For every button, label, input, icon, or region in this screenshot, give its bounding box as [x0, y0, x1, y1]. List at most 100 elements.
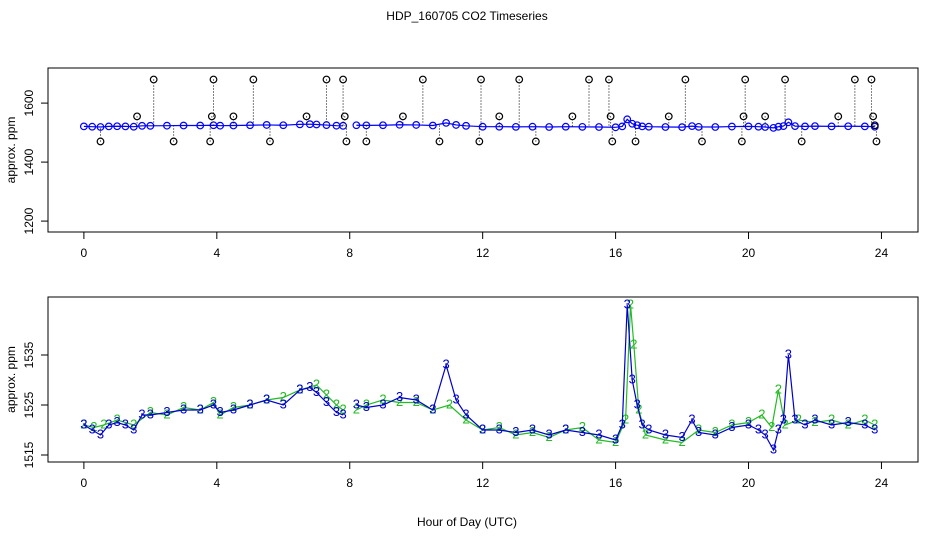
data-point [279, 121, 288, 130]
data-point [477, 75, 485, 84]
data-point: 3 [323, 394, 330, 409]
data-point [585, 75, 593, 84]
data-point [545, 123, 554, 131]
data-point: 3 [662, 426, 669, 441]
data-point: 3 [755, 421, 762, 436]
data-point [737, 137, 746, 146]
data-point [133, 112, 141, 121]
data-point [478, 122, 487, 131]
x-tick-label: 16 [609, 476, 623, 490]
data-point: 3 [379, 396, 386, 411]
data-point: 3 [645, 421, 652, 436]
data-point: 3 [801, 416, 808, 431]
data-point: 2 [130, 416, 137, 431]
y-tick-label: 1600 [22, 89, 36, 116]
data-point [595, 123, 603, 131]
data-point [781, 75, 789, 84]
data-point: 2 [147, 404, 154, 419]
data-point [631, 137, 640, 146]
data-point: 2 [595, 431, 602, 446]
data-point [661, 123, 670, 131]
data-point: 3 [745, 416, 752, 431]
data-point [302, 112, 311, 121]
data-point [121, 122, 130, 131]
data-point [312, 120, 321, 129]
data-point: 3 [861, 416, 868, 431]
data-point: 3 [105, 416, 112, 431]
y-axis-label: approx. ppm [4, 346, 18, 413]
data-point: 3 [780, 411, 787, 426]
data-point: 3 [163, 404, 170, 419]
data-point [618, 122, 627, 131]
data-point [664, 112, 673, 121]
data-point [418, 75, 427, 84]
data-point [96, 137, 105, 146]
data-point: 2 [630, 336, 637, 351]
data-point: 3 [728, 419, 735, 434]
data-point: 2 [496, 419, 503, 434]
data-point: 2 [263, 391, 270, 406]
data-point [869, 112, 878, 121]
data-point: 2 [80, 416, 87, 431]
y-tick-label: 1535 [22, 341, 36, 368]
data-point [462, 121, 470, 130]
data-point: 2 [678, 434, 685, 449]
data-point: 2 [871, 416, 878, 431]
data-point [774, 122, 783, 131]
data-point [644, 122, 653, 131]
data-point [428, 121, 437, 130]
data-point: 2 [217, 406, 224, 421]
data-point [867, 75, 876, 84]
y-tick-label: 1525 [22, 391, 36, 418]
data-point [442, 118, 451, 127]
x-tick-label: 12 [476, 246, 490, 260]
data-point: 2 [333, 396, 340, 411]
data-point [511, 122, 520, 131]
data-point [149, 75, 158, 84]
data-point: 3 [280, 396, 287, 411]
data-point: 3 [579, 424, 586, 439]
x-tick-label: 12 [476, 476, 490, 490]
data-point: 2 [745, 414, 752, 429]
data-point: 3 [479, 421, 486, 436]
data-point: 3 [313, 384, 320, 399]
data-point [229, 112, 238, 121]
data-point: 2 [845, 416, 852, 431]
data-point: 2 [562, 421, 569, 436]
x-tick-label: 4 [213, 476, 220, 490]
data-point: 2 [296, 381, 303, 396]
data-point [872, 137, 881, 146]
plot-frame [47, 67, 919, 233]
data-point: 3 [634, 396, 641, 411]
data-point [779, 122, 788, 131]
data-point [605, 75, 613, 84]
data-point: 3 [180, 401, 187, 416]
data-point [628, 119, 637, 128]
data-point [741, 75, 750, 84]
data-point [163, 121, 171, 130]
data-point [206, 137, 215, 146]
data-point: 3 [138, 406, 145, 421]
data-point [606, 112, 615, 121]
data-point: 2 [811, 414, 818, 429]
data-point [811, 122, 819, 131]
data-point [844, 122, 853, 131]
data-point: 2 [197, 401, 204, 416]
data-point [531, 137, 540, 146]
data-point: 2 [363, 396, 370, 411]
data-point [850, 75, 859, 84]
data-point: 3 [629, 371, 636, 386]
data-point: 2 [180, 399, 187, 414]
data-point [728, 122, 736, 131]
data-point [96, 123, 105, 131]
x-tick-label: 0 [81, 246, 88, 260]
data-point: 2 [280, 389, 287, 404]
data-point: 3 [639, 416, 646, 431]
data-point: 3 [333, 404, 340, 419]
data-point: 2 [230, 399, 237, 414]
data-point: 3 [828, 416, 835, 431]
data-point: 2 [446, 396, 453, 411]
data-point [623, 115, 632, 124]
data-point [216, 121, 225, 130]
y-axis-label: approx. ppm [4, 117, 18, 184]
